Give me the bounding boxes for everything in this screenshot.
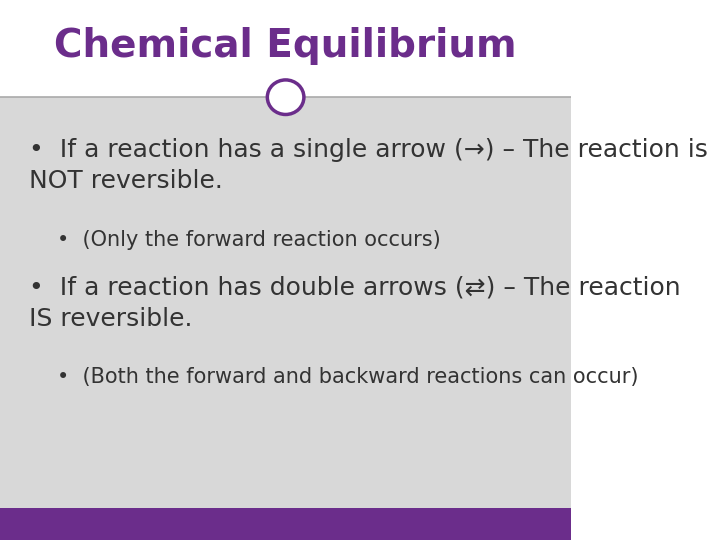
FancyBboxPatch shape [0, 97, 571, 540]
Text: •  If a reaction has a single arrow (→) – The reaction is
NOT reversible.: • If a reaction has a single arrow (→) –… [29, 138, 708, 193]
FancyBboxPatch shape [0, 508, 571, 540]
Text: •  If a reaction has double arrows (⇄) – The reaction
IS reversible.: • If a reaction has double arrows (⇄) – … [29, 275, 680, 331]
Text: •  (Both the forward and backward reactions can occur): • (Both the forward and backward reactio… [57, 367, 639, 387]
Circle shape [267, 80, 304, 114]
Text: •  (Only the forward reaction occurs): • (Only the forward reaction occurs) [57, 230, 441, 249]
Text: Chemical Equilibrium: Chemical Equilibrium [54, 27, 517, 65]
FancyBboxPatch shape [0, 0, 571, 97]
